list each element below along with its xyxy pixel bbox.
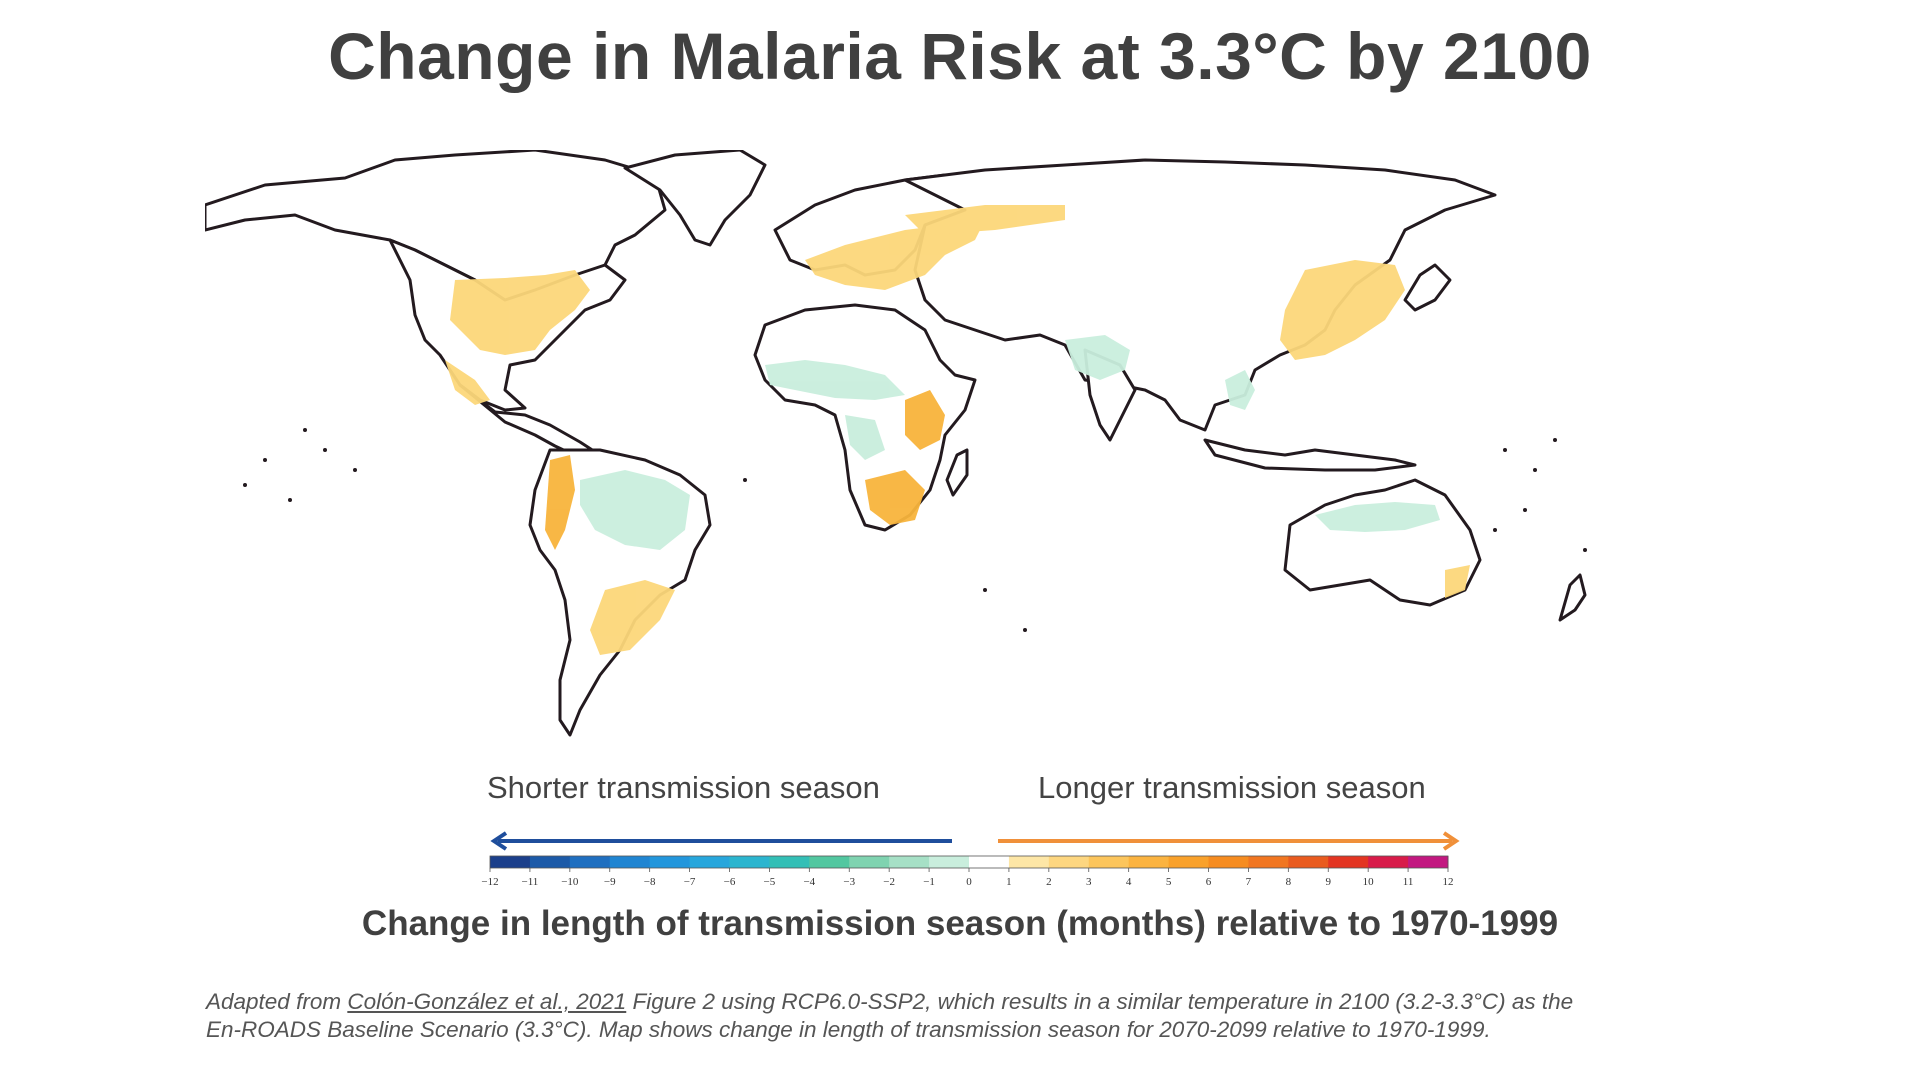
legend-swatch bbox=[1168, 856, 1209, 868]
legend-tick-label: 8 bbox=[1286, 876, 1292, 888]
overlay-europe bbox=[805, 220, 985, 290]
legend-swatch bbox=[689, 856, 730, 868]
legend-swatch bbox=[1328, 856, 1369, 868]
source-line-1-rest: Figure 2 using RCP6.0-SSP2, which result… bbox=[626, 989, 1574, 1014]
new-zealand bbox=[1558, 573, 1587, 622]
legend-swatch bbox=[929, 856, 970, 868]
longer-arrow bbox=[998, 831, 1460, 851]
legend-tick-label: 6 bbox=[1206, 876, 1212, 888]
greenland-landmass bbox=[623, 150, 767, 247]
legend-swatch bbox=[1368, 856, 1409, 868]
legend-color-bar bbox=[489, 855, 1449, 869]
overlay-india bbox=[1065, 335, 1130, 380]
overlay-southern-south-america bbox=[590, 580, 675, 655]
legend-swatch bbox=[1088, 856, 1130, 868]
page-title: Change in Malaria Risk at 3.3°C by 2100 bbox=[328, 19, 1592, 93]
shorter-arrow bbox=[490, 831, 952, 851]
world-map-svg bbox=[205, 150, 1587, 737]
overlay-northern-australia bbox=[1315, 502, 1440, 532]
legend-tick-label: 12 bbox=[1443, 876, 1454, 888]
source-note: Adapted from Colón-González et al., 2021… bbox=[206, 988, 1766, 1044]
overlay-sahel bbox=[765, 360, 905, 400]
legend-tick-labels: −12 −11 −10 −9 −8 −7 −6 −5 −4 −3 −2 −1 0 1 2 3 4 5 6 7 8 9 10 1… bbox=[481, 868, 1454, 888]
overlay-china bbox=[1280, 260, 1405, 360]
legend-swatch bbox=[1128, 856, 1170, 868]
legend-swatch bbox=[969, 856, 1010, 868]
legend-swatch bbox=[609, 856, 651, 868]
legend-tick-label: −10 bbox=[561, 876, 579, 888]
legend-tick-label: 11 bbox=[1403, 876, 1414, 888]
legend-swatch bbox=[849, 856, 890, 868]
overlay-amazon bbox=[580, 470, 690, 550]
legend-tick-label: 7 bbox=[1246, 876, 1252, 888]
world-map bbox=[205, 150, 1675, 740]
madagascar bbox=[945, 448, 969, 497]
legend-swatch bbox=[729, 856, 770, 868]
overlay-southeast-australia bbox=[1445, 565, 1470, 598]
legend-swatch bbox=[809, 856, 850, 868]
legend-tick-label: −8 bbox=[644, 876, 656, 888]
citation-link[interactable]: Colón-González et al., 2021 bbox=[347, 989, 627, 1014]
legend-swatch bbox=[529, 856, 571, 868]
legend-tick-label: 10 bbox=[1363, 876, 1375, 888]
legend-swatch bbox=[1008, 856, 1050, 868]
overlay-eastern-usa bbox=[450, 270, 590, 355]
legend-swatch bbox=[1248, 856, 1289, 868]
pacific-islands bbox=[243, 428, 1587, 632]
overlay-russia-band bbox=[905, 205, 1065, 235]
indonesia bbox=[1203, 438, 1417, 472]
longer-season-regions bbox=[445, 205, 1470, 655]
japan bbox=[1403, 263, 1452, 312]
legend-tick-label: 3 bbox=[1086, 876, 1092, 888]
legend-swatch bbox=[769, 856, 810, 868]
overlay-southeast-asia bbox=[1225, 370, 1255, 410]
legend-tick-label: 4 bbox=[1126, 876, 1132, 888]
shorter-season-label: Shorter transmission season bbox=[487, 770, 880, 805]
longer-season-label: Longer transmission season bbox=[1038, 770, 1426, 805]
overlay-east-africa bbox=[905, 390, 945, 450]
legend-tick-label: 1 bbox=[1006, 876, 1012, 888]
source-line-2: En-ROADS Baseline Scenario (3.3°C). Map … bbox=[206, 1017, 1491, 1042]
legend-tick-label: −2 bbox=[883, 876, 895, 888]
overlay-central-africa bbox=[845, 415, 885, 460]
legend-tick-label: −11 bbox=[522, 876, 539, 888]
legend-swatch bbox=[1208, 856, 1249, 868]
legend-swatch bbox=[569, 856, 611, 868]
source-prefix: Adapted from bbox=[206, 989, 348, 1014]
legend-swatch bbox=[1048, 856, 1090, 868]
legend-tick-label: 0 bbox=[966, 876, 972, 888]
legend-tick-label: −9 bbox=[604, 876, 616, 888]
legend-swatch bbox=[1408, 856, 1449, 868]
overlay-andes bbox=[545, 455, 575, 550]
legend-tick-label: −5 bbox=[764, 876, 776, 888]
legend-subtitle: Change in length of transmission season … bbox=[361, 904, 1559, 943]
shorter-season-regions bbox=[580, 335, 1440, 550]
legend-tick-label: −12 bbox=[481, 876, 498, 888]
legend-tick-label: 2 bbox=[1046, 876, 1052, 888]
legend-tick-label: −4 bbox=[803, 876, 815, 888]
legend-swatch bbox=[649, 856, 691, 868]
legend-tick-label: −7 bbox=[684, 876, 696, 888]
overlay-mexico bbox=[445, 360, 490, 405]
overlay-southern-africa bbox=[865, 470, 925, 525]
legend-swatch bbox=[490, 856, 531, 868]
legend-tick-label: −1 bbox=[923, 876, 935, 888]
legend-tick-label: 9 bbox=[1326, 876, 1332, 888]
legend-tick-label: −3 bbox=[843, 876, 855, 888]
legend-swatch bbox=[1288, 856, 1329, 868]
source-line-1: Adapted from Colón-González et al., 2021… bbox=[206, 988, 1766, 1016]
legend-swatch bbox=[889, 856, 930, 868]
legend-tick-label: −6 bbox=[724, 876, 736, 888]
legend-tick-label: 5 bbox=[1166, 876, 1172, 888]
color-scale-legend: −12 −11 −10 −9 −8 −7 −6 −5 −4 −3 −2 −1 0 1 2 3 4 5 6 7 8 9 10 1… bbox=[481, 831, 1460, 888]
